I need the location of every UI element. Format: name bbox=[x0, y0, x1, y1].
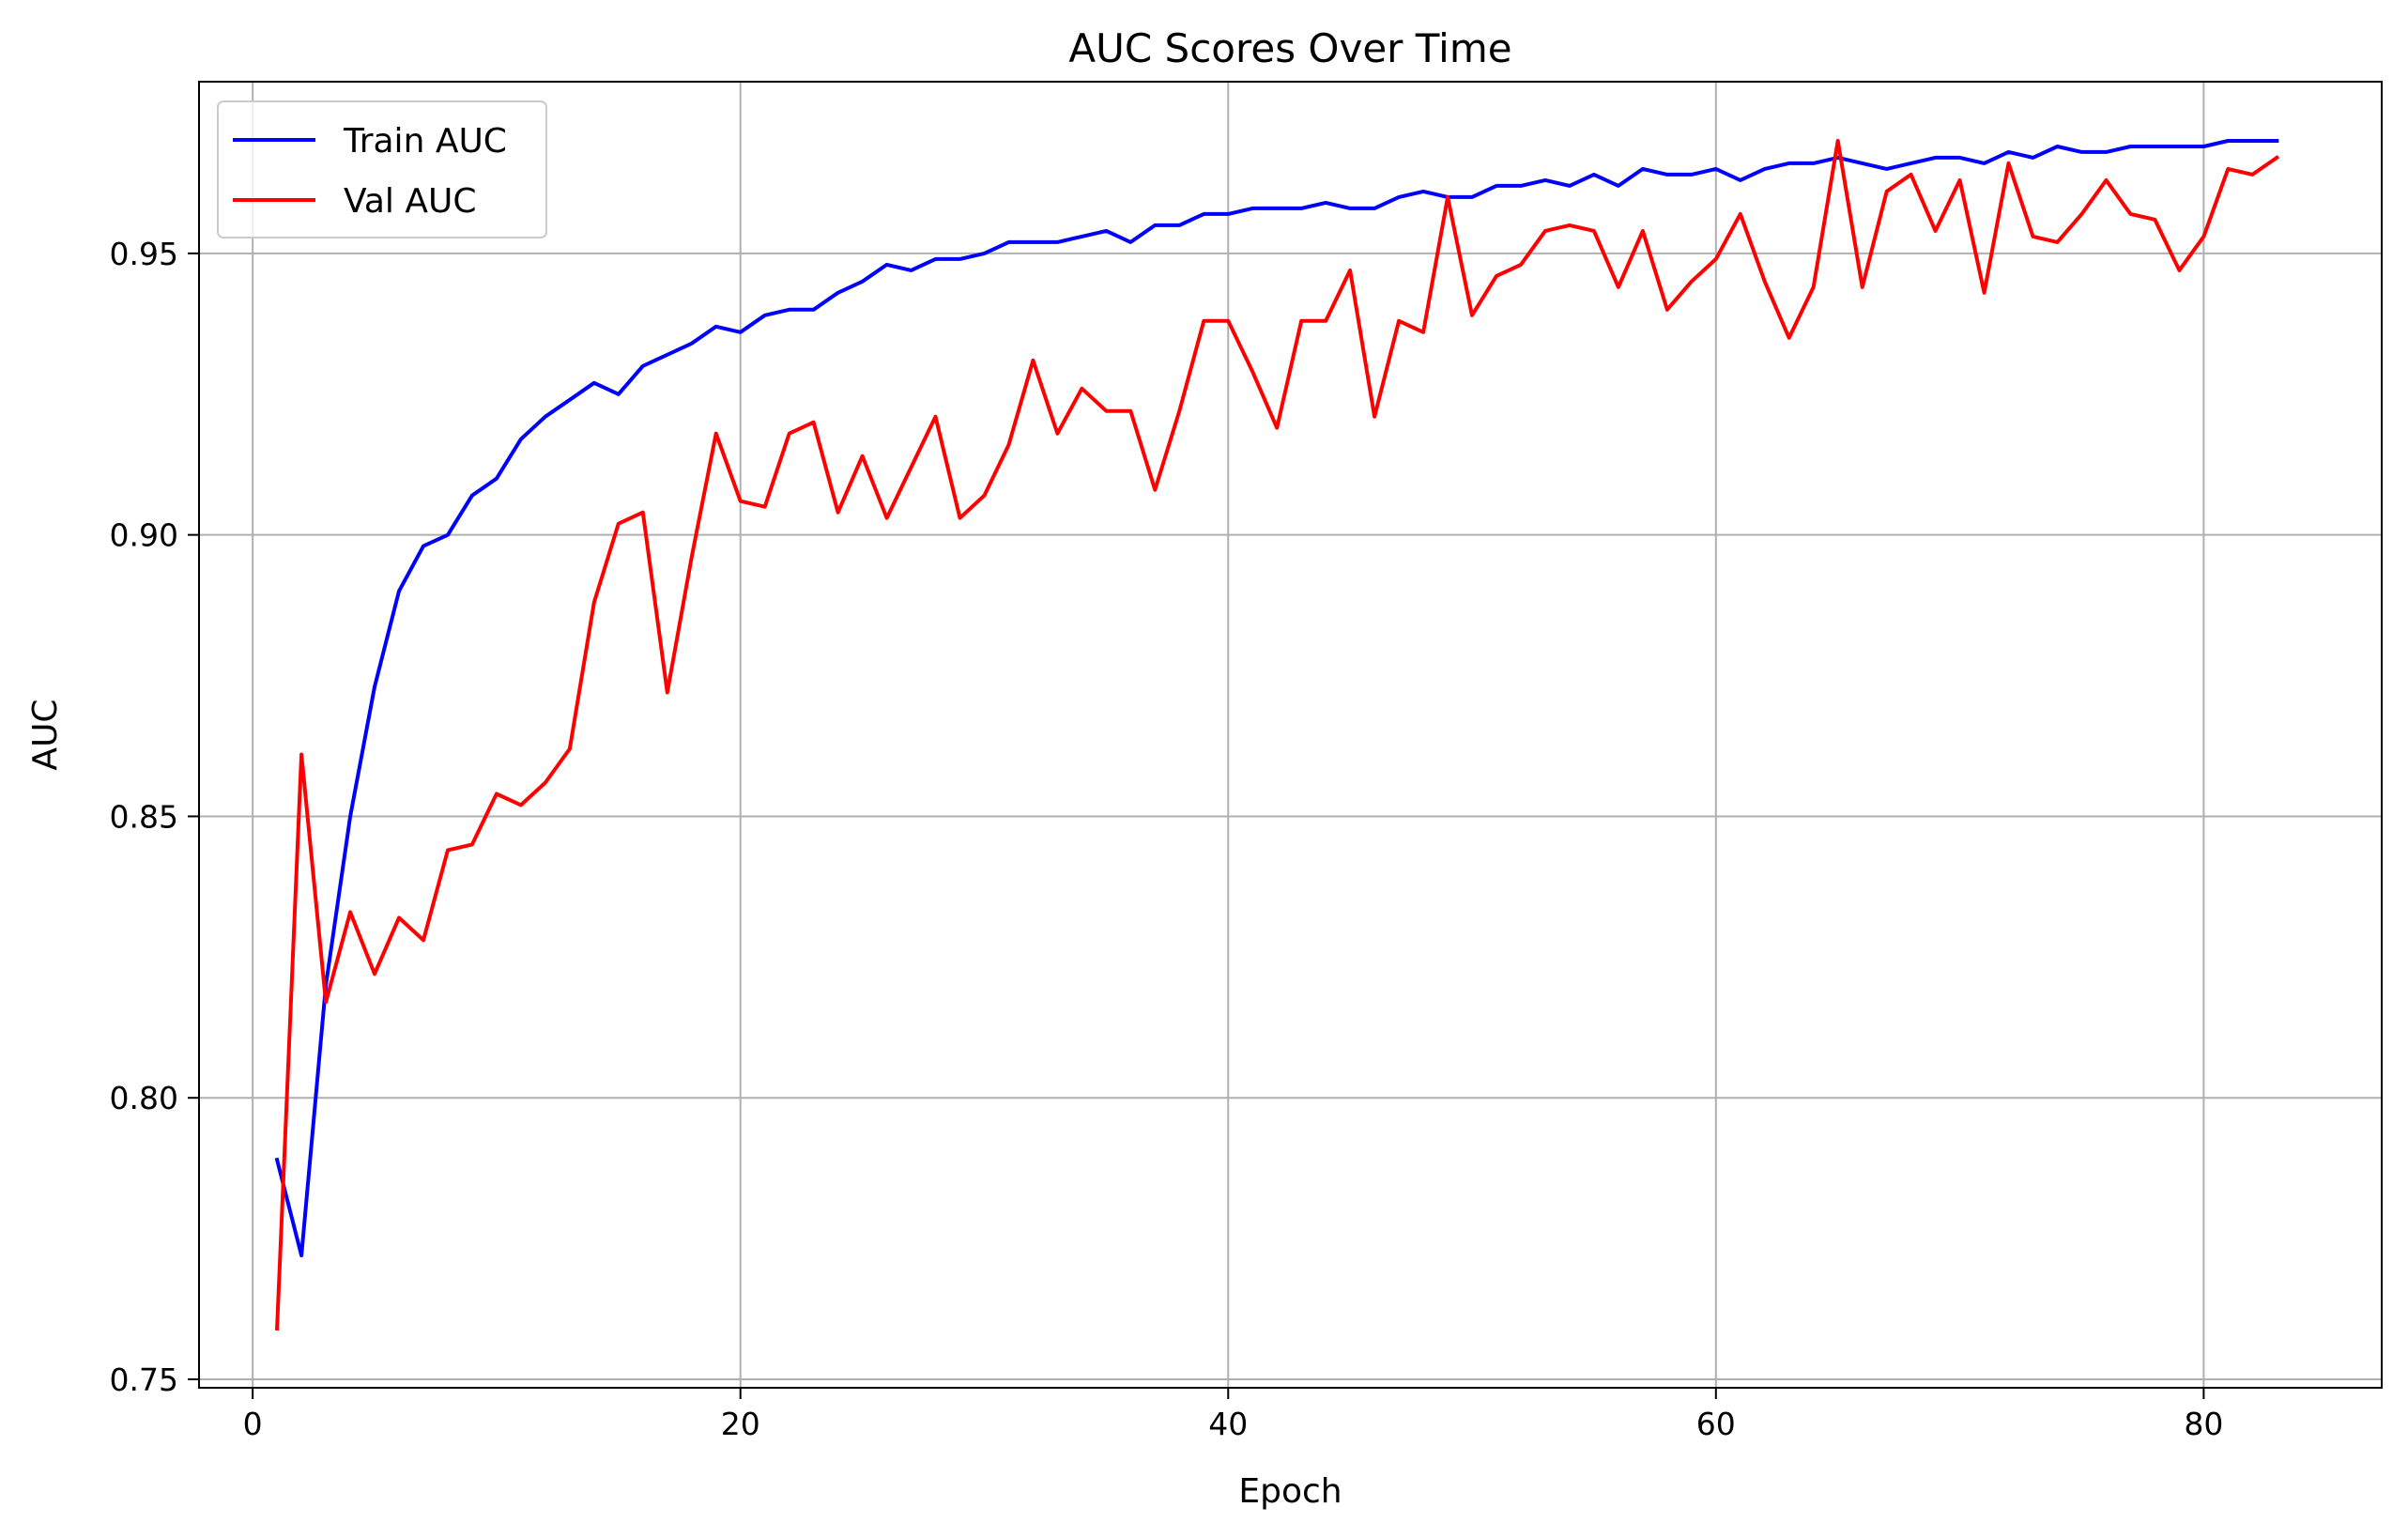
legend: Train AUC Val AUC bbox=[217, 100, 547, 238]
legend-label-train-auc: Train AUC bbox=[343, 122, 507, 161]
y-tick-label: 0.75 bbox=[110, 1361, 178, 1398]
legend-box bbox=[217, 100, 547, 238]
x-tick-label: 20 bbox=[721, 1406, 760, 1442]
y-tick-label: 0.90 bbox=[110, 517, 178, 554]
legend-label-val-auc: Val AUC bbox=[344, 182, 476, 221]
series-layer bbox=[274, 139, 2280, 1331]
x-axis-label: Epoch bbox=[1238, 1472, 1342, 1511]
y-axis-label: AUC bbox=[26, 699, 65, 770]
y-axis-ticks: 0.75 0.80 0.85 0.90 0.95 bbox=[110, 236, 199, 1398]
series-line-train-auc bbox=[274, 139, 2279, 1258]
x-axis-ticks: 0 20 40 60 80 bbox=[243, 1388, 2223, 1442]
x-tick-label: 40 bbox=[1208, 1406, 1248, 1442]
chart-title: AUC Scores Over Time bbox=[1068, 25, 1511, 71]
y-tick-label: 0.85 bbox=[110, 798, 178, 835]
y-tick-label: 0.95 bbox=[110, 236, 178, 272]
x-tick-label: 0 bbox=[243, 1406, 263, 1442]
x-tick-label: 80 bbox=[2184, 1406, 2223, 1442]
series-line-val-auc bbox=[275, 139, 2280, 1331]
plot-frame bbox=[198, 81, 2383, 1389]
y-tick-label: 0.80 bbox=[110, 1080, 178, 1116]
grid-lines bbox=[199, 82, 2382, 1388]
x-tick-label: 60 bbox=[1696, 1406, 1736, 1442]
